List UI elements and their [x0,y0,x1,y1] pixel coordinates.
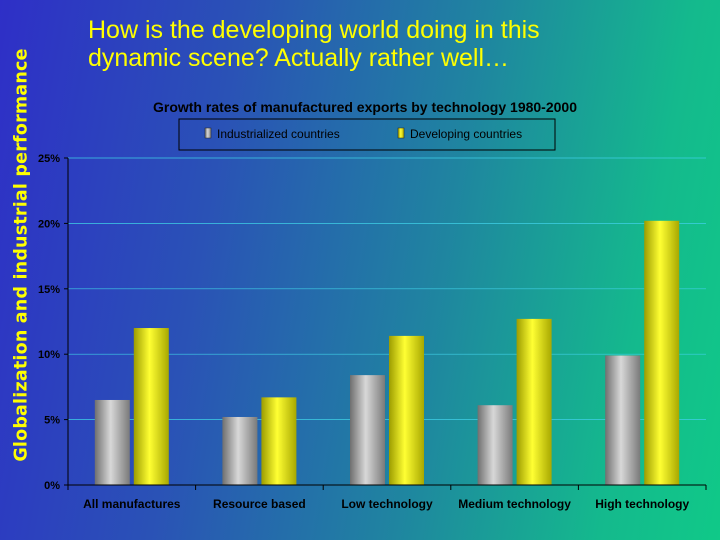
x-category-label: All manufactures [83,497,181,511]
legend-label: Developing countries [410,127,522,141]
headline-line-2: dynamic scene? Actually rather well… [88,44,510,72]
legend-box [178,118,556,151]
legend: Industrialized countries Developing count… [178,118,556,151]
y-tick-label: 5% [44,415,60,427]
legend-swatch [204,127,212,139]
bar-industrialized [222,416,258,485]
bar-developing [644,220,680,485]
x-category-label: Low technology [341,497,433,511]
y-tick-label: 20% [38,218,60,230]
y-axis: 0% 5% 10% 15% 20% 25% [38,153,69,492]
bar-developing [389,335,424,485]
bar-industrialized [477,405,513,485]
x-category-label: High technology [595,497,689,511]
chart-title: Growth rates of manufactured exports by … [153,99,577,115]
bar-developing [516,318,552,485]
y-tick-label: 10% [38,349,60,361]
y-tick-label: 0% [44,480,60,492]
bar-industrialized [605,355,641,485]
bar-industrialized [94,399,130,485]
bar-developing [133,328,169,485]
gridlines [68,157,706,420]
legend-label: Industrialized countries [217,127,340,141]
y-tick-label: 25% [38,153,60,165]
x-category-label: Medium technology [458,497,571,511]
legend-swatch [397,127,405,139]
bar-developing [261,397,297,485]
x-category-label: Resource based [213,497,306,511]
headline-line-1: How is the developing world doing in thi… [88,16,540,44]
bar-industrialized [350,375,385,485]
y-tick-label: 15% [38,284,60,296]
headline: How is the developing world doing in thi… [88,16,648,72]
bars [94,220,680,485]
x-axis: All manufactures Resource based Low techno… [67,484,707,511]
